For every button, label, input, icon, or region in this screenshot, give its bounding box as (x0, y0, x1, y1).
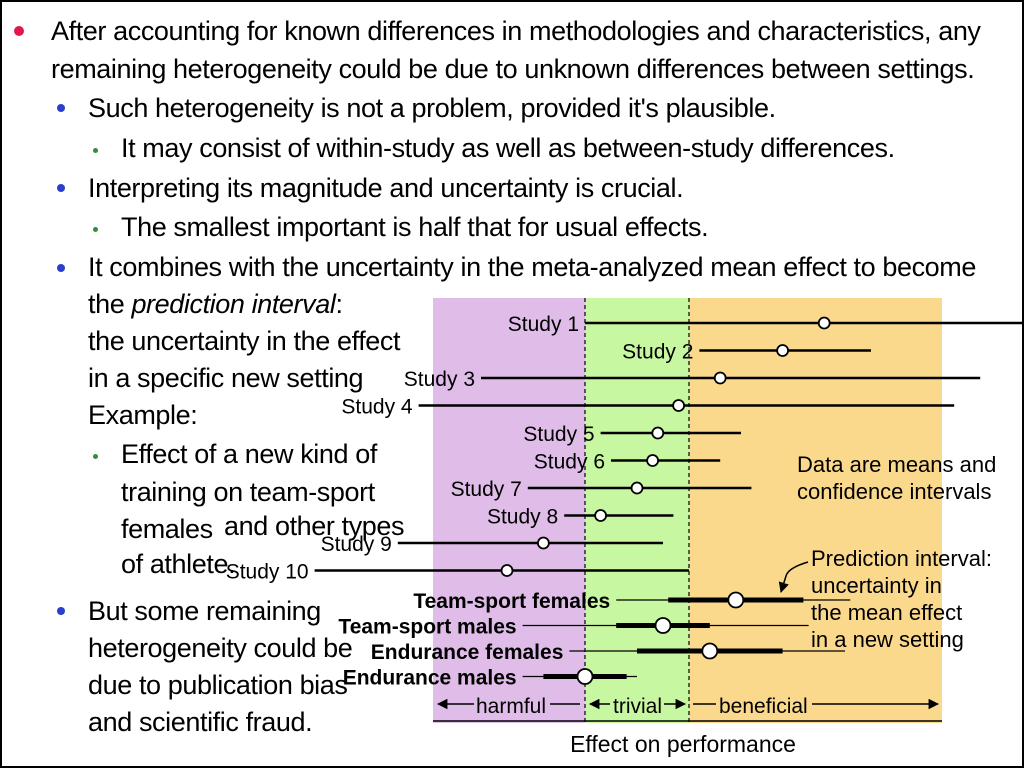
bullet-6-line-4: in a specific new setting (88, 363, 364, 393)
bullet-dot (93, 227, 98, 232)
bullet-dot (14, 26, 24, 36)
study-mean-marker (630, 481, 644, 495)
bullet-dot (57, 607, 65, 615)
bullet-7-line-1: Effect of a new kind of (121, 439, 377, 469)
harmful-zone (433, 298, 585, 723)
bullet-7-line-4: of athlete. (121, 549, 236, 579)
prediction-interval-term: prediction interval (131, 289, 336, 319)
summary-mean-marker (701, 642, 719, 660)
beneficial-zone (689, 298, 942, 723)
bullet-2: Such heterogeneity is not a problem, pro… (88, 93, 776, 123)
bullet-7-line-3a: females (121, 514, 213, 544)
study-mean-marker (776, 344, 789, 357)
pi-annotation-line-4: in a new setting (811, 627, 964, 652)
harmful-label: harmful (476, 695, 546, 718)
pi-annotation-line-3: the mean effect (811, 600, 962, 625)
summary-mean-marker (727, 591, 745, 609)
beneficial-label: beneficial (719, 695, 808, 718)
trivial-zone (585, 298, 689, 723)
bullet-dot (57, 104, 65, 112)
bullet-dot (57, 264, 65, 272)
bullet-1-line-1: After accounting for known differences i… (51, 16, 981, 46)
study-label: Study 3 (404, 368, 475, 391)
study-mean-marker (651, 426, 665, 440)
study-label: Study 5 (523, 423, 594, 446)
bullet-6-line-2: the prediction interval: (88, 289, 343, 319)
study-label: Study 8 (487, 506, 558, 529)
bullet-7-line-3b: and other types (224, 511, 405, 541)
study-mean-marker (646, 454, 659, 467)
summary-mean-marker (576, 668, 594, 685)
bullet-8-line-4: and scientific fraud. (88, 707, 313, 737)
summary-label: Endurance females (371, 641, 564, 664)
study-mean-marker (672, 399, 685, 412)
bullet-8-line-1: But some remaining (88, 596, 321, 626)
study-label: Study 6 (534, 451, 605, 474)
bullet-dot (57, 184, 65, 192)
pi-pointer-arrow (778, 561, 809, 594)
ci-annotation-line-2: confidence intervals (797, 479, 991, 504)
bullet-3: It may consist of within-study as well a… (121, 133, 895, 163)
study-label: Study 4 (341, 396, 413, 419)
study-label: Study 10 (226, 561, 309, 584)
study-label: Study 1 (508, 313, 579, 336)
pi-annotation-line-1: Prediction interval: (811, 546, 992, 571)
bullet-1-line-2: remaining heterogeneity could be due to … (51, 54, 975, 84)
study-label: Study 7 (451, 478, 522, 501)
bullet-dot (93, 454, 98, 459)
bullet-6-line-3: the uncertainty in the effect (88, 326, 401, 356)
x-axis-label: Effect on performance (570, 731, 796, 757)
bullet-dot (93, 148, 98, 153)
trivial-label: trivial (613, 695, 662, 718)
study-mean-marker (713, 371, 727, 385)
study-mean-marker (500, 564, 514, 577)
pi-annotation-line-2: uncertainty in (811, 573, 942, 598)
bullet-7-line-2: training on team-sport (121, 477, 375, 507)
ci-annotation-line-1: Data are means and (797, 452, 996, 477)
bullet-6-line-5: Example: (88, 400, 198, 430)
study-mean-marker (594, 509, 607, 522)
bullet-8-line-2: heterogeneity could be (88, 633, 353, 663)
study-mean-marker (817, 316, 831, 330)
summary-label: Team-sport females (413, 590, 610, 613)
summary-label: Team-sport males (338, 616, 516, 639)
bullet-8-line-3: due to publication bias (88, 670, 348, 700)
summary-label: Endurance males (343, 667, 517, 690)
study-mean-marker (537, 536, 550, 550)
summary-mean-marker (654, 617, 672, 634)
bullet-6-line-1: It combines with the uncertainty in the … (88, 252, 977, 282)
study-label: Study 2 (622, 341, 693, 364)
bullet-4: Interpreting its magnitude and uncertain… (88, 173, 684, 203)
bullet-5: The smallest important is half that for … (121, 212, 709, 242)
